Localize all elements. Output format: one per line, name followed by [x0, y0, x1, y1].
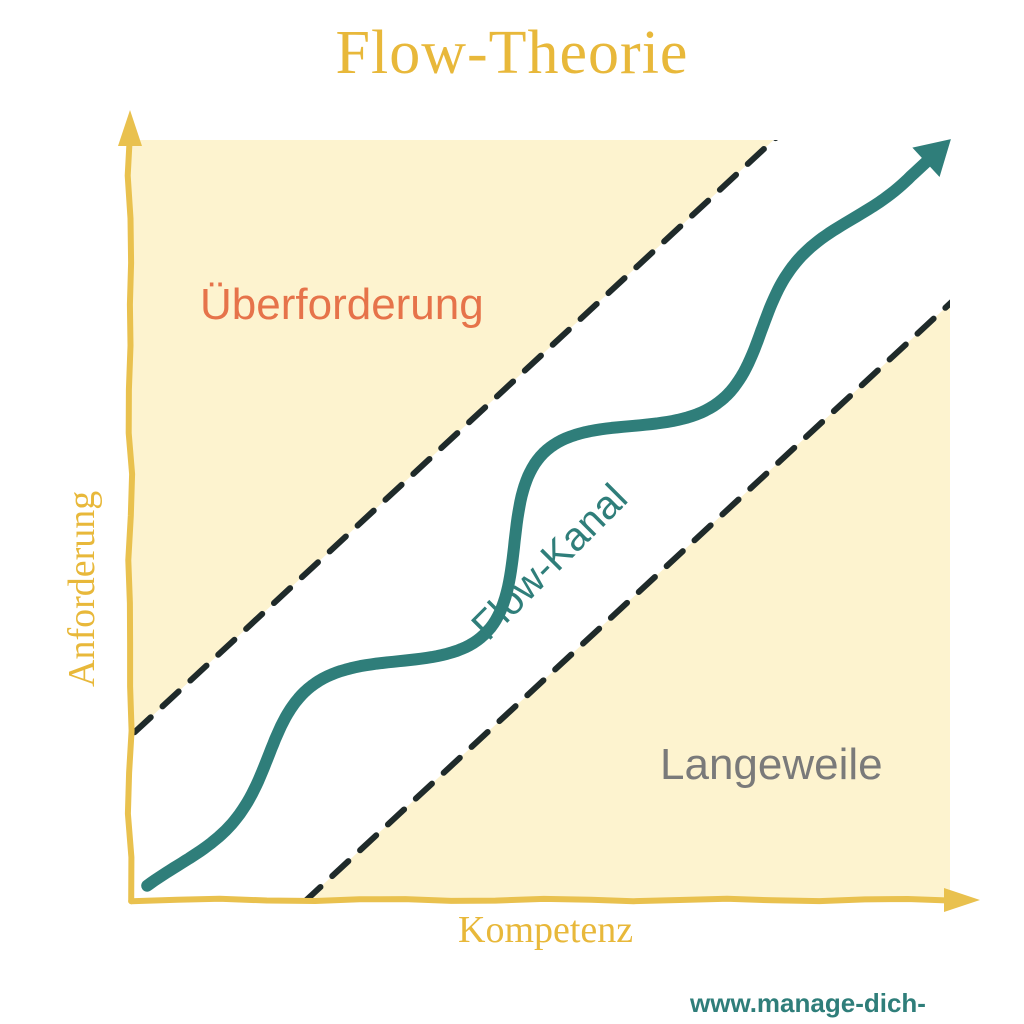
anxiety-region-label: Überforderung — [200, 280, 484, 330]
y-axis — [128, 135, 132, 901]
y-axis-label: Anforderung — [60, 491, 104, 687]
y-axis-arrowhead-icon — [118, 110, 142, 146]
x-axis — [131, 899, 956, 901]
chart-title: Flow-Theorie — [0, 18, 1024, 89]
boredom-region-label: Langeweile — [660, 740, 883, 790]
diagram-root: { "canvas": { "w": 1024, "h": 1024, "bg"… — [0, 0, 1024, 1024]
x-axis-label: Kompetenz — [458, 908, 633, 952]
attribution-link[interactable]: www.manage-dich-selbst.de — [690, 988, 1024, 1024]
x-axis-arrowhead-icon — [944, 888, 980, 912]
flow-chart — [0, 0, 1024, 1024]
